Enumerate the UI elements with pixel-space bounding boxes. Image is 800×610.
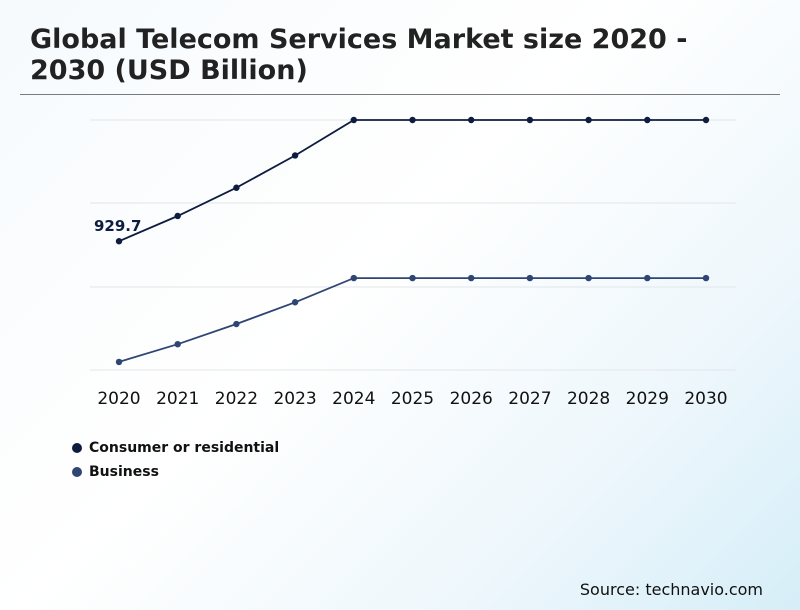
series-line-1 [118, 277, 706, 363]
data-point-s0-2023 [291, 152, 299, 159]
data-point-s1-2021 [174, 340, 181, 348]
x-tick-2028: 2028 [567, 389, 610, 409]
legend-marker-business [72, 467, 82, 477]
legend-label-business: Business [89, 464, 159, 480]
data-point-s1-2026 [468, 274, 475, 282]
x-tick-2023: 2023 [273, 389, 316, 409]
x-tick-2029: 2029 [626, 389, 669, 409]
data-point-s0-2025 [409, 116, 416, 124]
data-point-s0-2028 [585, 116, 592, 124]
x-tick-2022: 2022 [215, 389, 258, 409]
data-point-s0-2029 [644, 116, 651, 124]
line-chart: 929.7 2020 2021 2022 2023 2024 2025 2026 2027 202… [90, 116, 736, 409]
data-point-s1-2025 [409, 274, 416, 282]
data-point-s0-2022 [233, 184, 240, 191]
x-tick-2027: 2027 [508, 389, 551, 409]
x-tick-2024: 2024 [332, 389, 375, 409]
data-point-s0-2027 [526, 116, 534, 124]
legend-marker-consumer [72, 443, 82, 453]
data-point-s1-2030 [702, 274, 710, 282]
chart-title: Global Telecom Services Market size 2020… [30, 24, 688, 86]
data-point-s1-2027 [526, 274, 534, 282]
data-label-consumer-2020: 929.7 [94, 217, 141, 235]
chart-legend: Consumer or residential Business [72, 436, 279, 484]
x-tick-2021: 2021 [156, 389, 199, 409]
x-tick-2026: 2026 [450, 389, 493, 409]
data-point-s1-2029 [644, 274, 651, 282]
x-tick-2030: 2030 [684, 389, 727, 409]
title-divider [20, 94, 780, 95]
legend-item-business: Business [72, 460, 279, 484]
legend-label-consumer: Consumer or residential [89, 440, 280, 456]
data-point-s0-2020 [115, 238, 123, 245]
data-point-s0-2024 [350, 116, 357, 124]
data-point-s0-2030 [702, 116, 710, 124]
data-point-s1-2028 [585, 274, 592, 282]
x-tick-2025: 2025 [391, 389, 434, 409]
legend-item-consumer: Consumer or residential [72, 436, 279, 460]
data-point-s1-2023 [291, 299, 299, 306]
data-point-s0-2021 [174, 212, 181, 220]
series-line-0 [118, 119, 706, 243]
data-point-s1-2022 [233, 320, 240, 328]
x-tick-2020: 2020 [97, 389, 140, 409]
source-credit: Source: technavio.com [579, 580, 763, 599]
data-point-s0-2026 [468, 116, 475, 124]
data-point-s1-2024 [350, 274, 357, 282]
data-point-s1-2020 [115, 358, 123, 366]
